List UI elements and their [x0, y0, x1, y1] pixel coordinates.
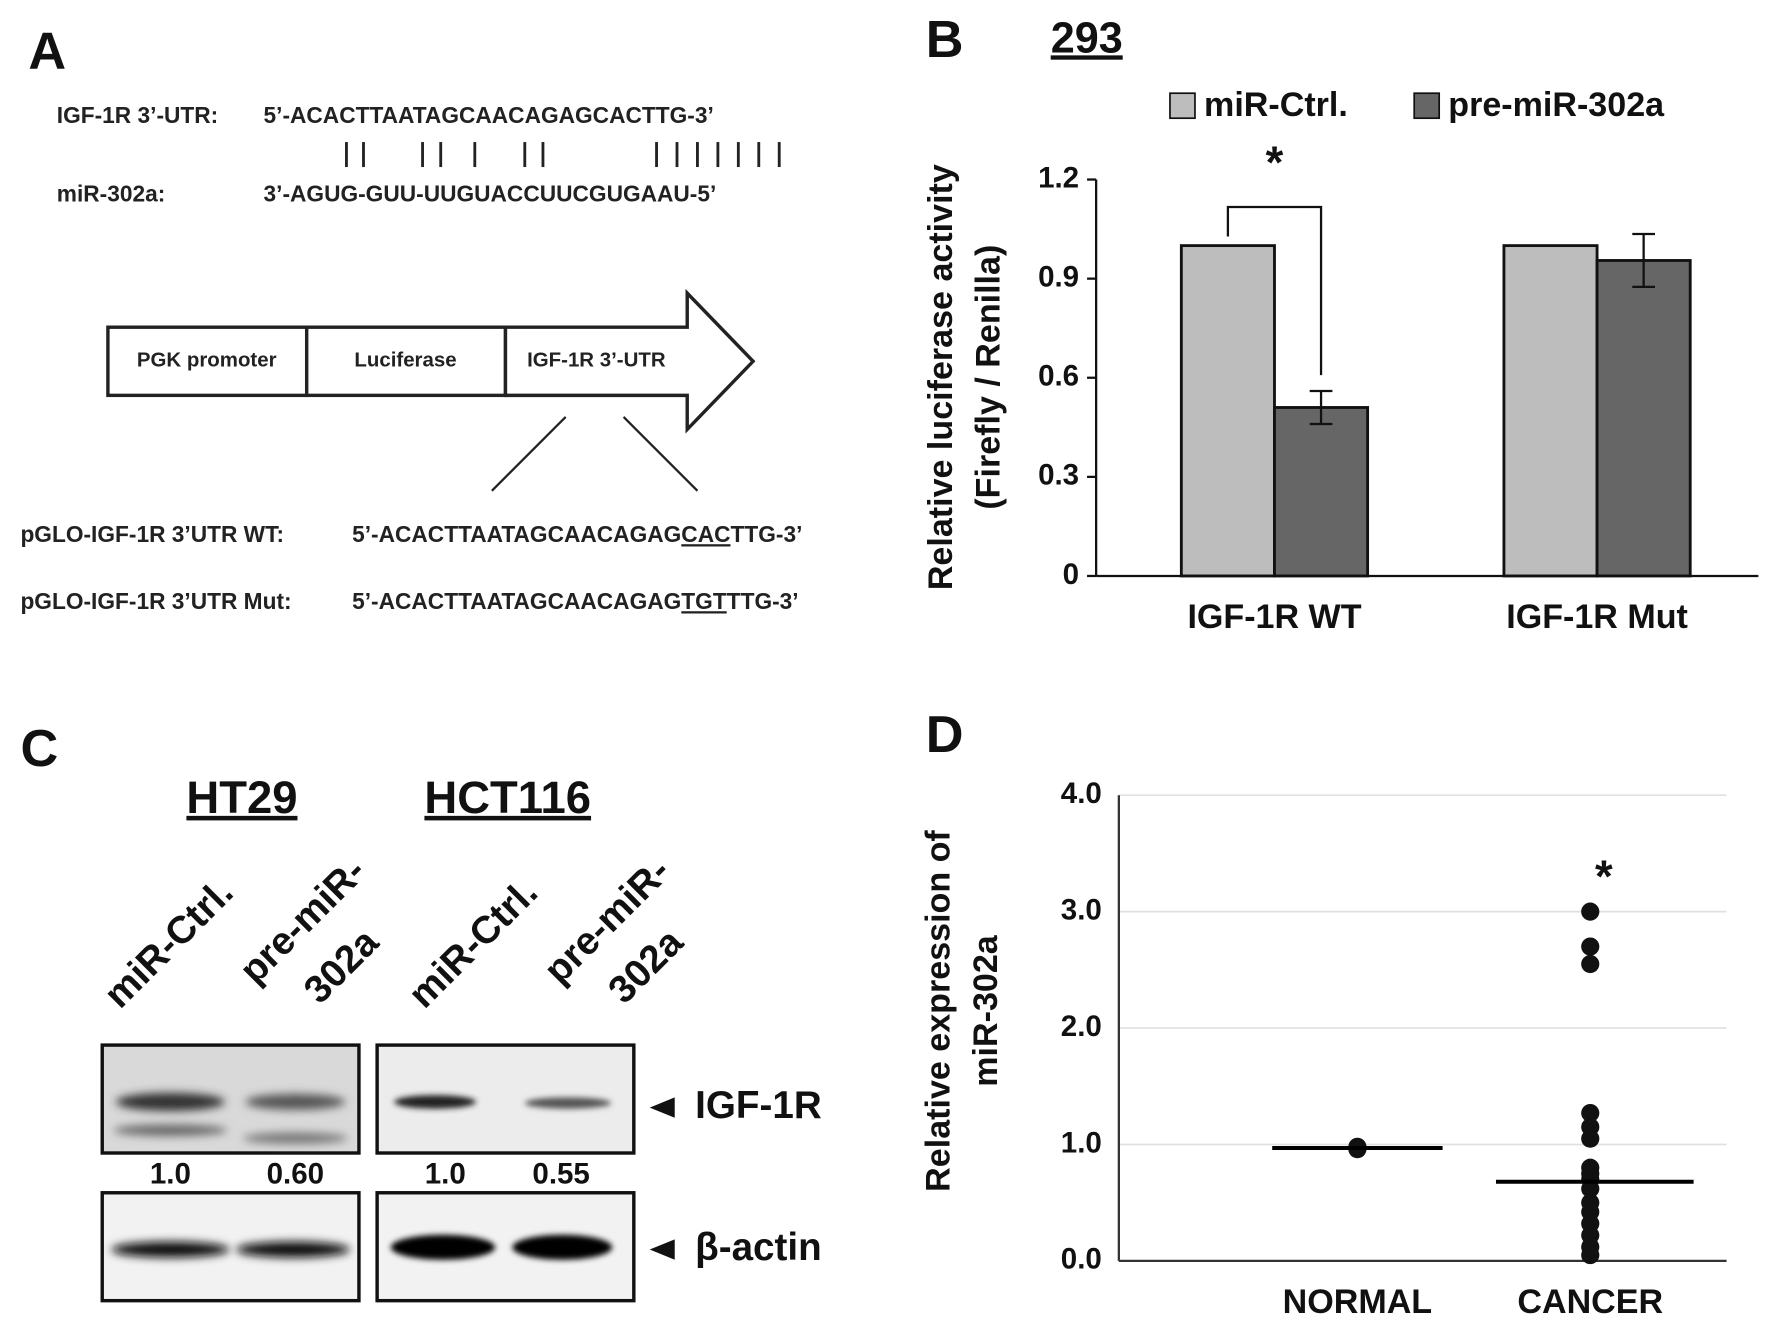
construct-name: pGLO-IGF-1R 3’UTR WT:	[20, 521, 284, 547]
sequence-part: TTG-3’	[730, 521, 802, 547]
bar	[1595, 259, 1692, 578]
bar	[1502, 244, 1599, 578]
lane-label: miR-Ctrl.	[96, 871, 242, 1017]
reporter-sequence: 5’-ACACTTAATAGCAACAGAGTGTTTG-3’	[352, 588, 798, 614]
x-tick-label: IGF-1R WT	[1187, 598, 1361, 636]
quantification: 0.60	[267, 1158, 324, 1191]
quantification: 1.0	[150, 1158, 191, 1191]
western-blots	[100, 1043, 675, 1303]
construct-diagram	[106, 288, 756, 492]
reporter-sequence: 5’-ACACTTAATAGCAACAGAGCACTTG-3’	[352, 521, 802, 547]
mutated-site: CAC	[681, 521, 730, 547]
data-point	[1581, 1103, 1600, 1123]
protein-label: β-actin	[695, 1226, 822, 1269]
y-tick-label: 0.6	[1038, 360, 1079, 393]
data-point	[1581, 902, 1600, 921]
y-axis-label: Relative expression of	[920, 830, 958, 1192]
legend-label: pre-miR-302a	[1448, 86, 1665, 124]
panel-label: A	[28, 22, 66, 80]
legend-swatch	[1413, 92, 1441, 120]
y-axis-label: Relative luciferase activity	[922, 164, 960, 590]
sequence-part: TTG-3’	[727, 588, 799, 614]
y-tick-label: 0.3	[1038, 459, 1079, 492]
x-tick-label: CANCER	[1517, 1283, 1663, 1321]
utr-label: IGF-1R 3’-UTR:	[57, 102, 218, 128]
sequence-part: 5’-ACACTTAATAGCAACAGAG	[352, 521, 681, 547]
panel-label: B	[926, 11, 964, 69]
legend-label: miR-Ctrl.	[1204, 86, 1348, 124]
chart-title: 293	[1051, 14, 1123, 62]
x-tick-label: IGF-1R Mut	[1506, 598, 1688, 636]
y-axis-label: miR-302a	[967, 934, 1005, 1087]
y-axis-label: (Firefly / Renilla)	[970, 245, 1008, 510]
y-tick-label: 0	[1063, 558, 1079, 591]
construct-label: PGK promoter	[137, 349, 277, 372]
data-point	[1581, 1246, 1600, 1265]
bar	[1273, 406, 1370, 578]
quantification: 1.0	[425, 1158, 466, 1191]
pairing-bars	[345, 142, 781, 168]
y-tick-label: 0.0	[1061, 1243, 1102, 1276]
construct-label: IGF-1R 3’-UTR	[527, 349, 666, 372]
y-tick-label: 1.2	[1038, 161, 1079, 194]
mutated-site: TGT	[681, 588, 727, 614]
legend-swatch	[1169, 92, 1196, 120]
mirna-label: miR-302a:	[57, 180, 166, 206]
data-point	[1581, 954, 1600, 974]
error-bar	[1632, 232, 1656, 289]
error-bar	[1309, 389, 1333, 426]
sequence-part: 5’-ACACTTAATAGCAACAGAG	[352, 588, 681, 614]
cell-line: HT29	[186, 772, 297, 823]
construct-name: pGLO-IGF-1R 3’UTR Mut:	[20, 588, 291, 614]
protein-label: IGF-1R	[695, 1084, 822, 1127]
data-point	[1581, 1129, 1600, 1148]
significance-mark: *	[1595, 851, 1613, 902]
data-point	[1581, 937, 1600, 956]
mirna-sequence: 3’-AGUG-GUU-UUGUACCUUCGUGAAU-5’	[264, 180, 717, 206]
y-tick-label: 2.0	[1061, 1010, 1102, 1043]
utr-sequence: 5’-ACACTTAATAGCAACAGAGCACTTG-3’	[264, 102, 714, 128]
x-tick-label: NORMAL	[1283, 1283, 1432, 1321]
data-point	[1581, 1179, 1600, 1198]
quantification: 0.55	[532, 1158, 589, 1191]
bar	[1179, 244, 1276, 578]
y-tick-label: 1.0	[1061, 1126, 1102, 1159]
y-tick-label: 4.0	[1061, 777, 1102, 810]
significance-bracket	[1226, 205, 1323, 376]
lane-label: miR-Ctrl.	[400, 871, 546, 1017]
y-tick-label: 0.9	[1038, 260, 1079, 293]
construct-label: Luciferase	[354, 349, 456, 372]
cell-line: HCT116	[424, 772, 591, 823]
panel-label: D	[926, 706, 964, 764]
panel-label: C	[20, 720, 58, 778]
significance-mark: *	[1266, 137, 1284, 188]
y-tick-label: 3.0	[1061, 893, 1102, 926]
